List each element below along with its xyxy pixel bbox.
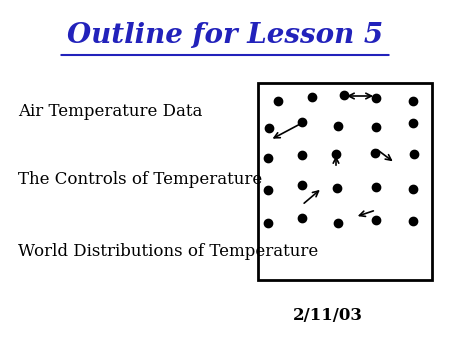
Text: The Controls of Temperature: The Controls of Temperature — [18, 171, 262, 189]
Bar — [258, 83, 432, 280]
Text: Air Temperature Data: Air Temperature Data — [18, 103, 202, 121]
Text: World Distributions of Temperature: World Distributions of Temperature — [18, 243, 318, 261]
Text: 2/11/03: 2/11/03 — [292, 308, 363, 324]
Text: Outline for Lesson 5: Outline for Lesson 5 — [67, 22, 383, 48]
